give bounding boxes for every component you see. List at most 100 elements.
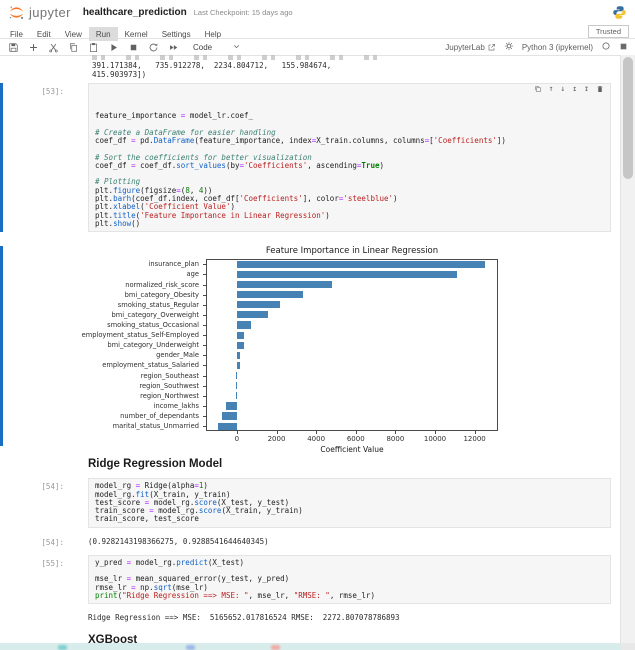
restart-run-all-button[interactable] — [167, 41, 180, 54]
code-line — [95, 170, 604, 178]
y-axis-label: number_of_dependants — [120, 412, 199, 421]
x-tick-mark — [474, 431, 476, 435]
interrupt-kernel-button[interactable] — [127, 41, 140, 54]
trusted-button[interactable]: Trusted — [587, 24, 629, 38]
output-text: (0.9282143198366275, 0.9288541644640345) — [88, 536, 269, 546]
code-line: plt.title('Feature Importance in Linear … — [95, 210, 330, 220]
chart-figure: Feature Importance in Linear Regression i… — [58, 246, 510, 454]
menu-item-settings[interactable]: Settings — [161, 30, 191, 39]
menu-item-view[interactable]: View — [64, 30, 82, 39]
taskbar-app-icon[interactable] — [58, 645, 67, 650]
insert-cell-below-button[interactable]: ↧ — [584, 84, 589, 94]
bar-employment_status_Salaried — [236, 361, 240, 370]
y-tick-mark — [203, 335, 206, 337]
x-tick-label: 8000 — [386, 435, 405, 444]
bar-bmi_category_Overweight — [236, 311, 268, 319]
gear-icon[interactable] — [504, 41, 514, 53]
x-tick-mark — [276, 431, 278, 435]
copy-cells-button[interactable] — [67, 41, 80, 54]
y-tick-mark — [203, 284, 206, 286]
cut-cells-button[interactable] — [47, 41, 60, 54]
move-cell-down-button[interactable]: ↓ — [560, 84, 566, 94]
bar-insurance_plan — [236, 260, 485, 268]
y-axis-label: smoking_status_Occasional — [107, 320, 199, 329]
y-axis-label: region_Northwest — [140, 391, 199, 400]
code-line: plt.xlabel('Coefficient Value') — [95, 202, 235, 212]
code-line: print("Ridge Regression ==> MSE: ", mse_… — [95, 590, 375, 600]
menu-item-help[interactable]: Help — [204, 30, 222, 39]
cell-55-output: Ridge Regression ==> MSE: 5165652.017816… — [0, 610, 611, 622]
code-editor[interactable]: ↑ ↓ ↥ ↧ feature_importance = model_lr.co… — [88, 83, 611, 233]
cell-type-dropdown[interactable]: Code — [193, 42, 213, 52]
execution-count: [53]: — [41, 87, 64, 97]
x-tick-label: 6000 — [346, 435, 365, 444]
x-tick-label: 2000 — [267, 435, 286, 444]
run-cell-button[interactable] — [107, 41, 120, 54]
python-logo-icon — [612, 5, 627, 20]
menu-item-file[interactable]: File — [10, 30, 23, 39]
taskbar-app-icon[interactable] — [186, 645, 195, 650]
y-tick-mark — [203, 365, 206, 367]
y-tick-mark — [203, 304, 206, 306]
code-cell-53: [53]: ↑ ↓ ↥ ↧ feature_importance = model… — [0, 83, 611, 233]
code-line: feature_importance = model_lr.coef_ — [95, 111, 254, 121]
x-tick-mark — [435, 431, 436, 435]
checkpoint-text: Last Checkpoint: 15 days ago — [193, 7, 293, 17]
bar-bmi_category_Obesity — [236, 291, 304, 299]
code-editor[interactable]: y_pred = model_rg.predict(X_test) mse_lr… — [88, 554, 611, 605]
y-tick-mark — [203, 385, 206, 387]
code-line: plt.figure(figsize=(8, 4)) — [95, 185, 213, 195]
x-tick-mark — [316, 431, 318, 435]
execution-count: [55]: — [41, 558, 64, 568]
section-heading-ridge: Ridge Regression Model — [88, 458, 223, 471]
scrollbar-thumb[interactable] — [623, 57, 633, 179]
bar-income_lakhs — [226, 402, 237, 410]
move-cell-up-button[interactable]: ↑ — [548, 84, 554, 94]
y-tick-mark — [203, 405, 206, 407]
code-line: plt.show() — [95, 218, 141, 228]
scrollbar-track[interactable] — [620, 55, 635, 643]
chevron-down-icon[interactable] — [232, 38, 241, 56]
code-line: plt.barh(coef_df.index, coef_df['Coeffic… — [95, 194, 398, 204]
code-line: model_rg = Ridge(alpha=1) — [95, 481, 208, 491]
x-axis-title: Coefficient Value — [320, 445, 384, 455]
output-execution-count: [54]: — [41, 537, 64, 547]
insert-cell-above-button[interactable]: ↥ — [572, 84, 578, 94]
menu-item-kernel[interactable]: Kernel — [124, 30, 148, 39]
cell-53-output: Feature Importance in Linear Regression i… — [0, 246, 611, 454]
code-editor[interactable]: model_rg = Ridge(alpha=1) model_rg.fit(X_… — [88, 478, 611, 528]
menu-items: File Edit View Run Kernel Settings Help — [3, 24, 228, 41]
jupyterlab-link[interactable]: JupyterLab — [445, 43, 496, 52]
execution-count: [54]: — [41, 482, 64, 492]
y-tick-mark — [203, 345, 206, 347]
menu-item-edit[interactable]: Edit — [36, 30, 51, 39]
save-button[interactable] — [7, 41, 20, 54]
paste-cells-button[interactable] — [87, 41, 100, 54]
restart-kernel-button[interactable] — [147, 41, 160, 54]
cell-toolbar: ↑ ↓ ↥ ↧ — [527, 85, 604, 93]
duplicate-cell-button[interactable] — [534, 85, 542, 93]
notebook-title[interactable]: healthcare_prediction — [82, 6, 187, 18]
taskbar-app-icon[interactable] — [271, 645, 280, 650]
code-line: train_score = model_rg.score(X_train, y_… — [95, 506, 303, 516]
y-axis-label: gender_Male — [156, 351, 199, 360]
clipped-output-line — [92, 55, 392, 60]
y-tick-mark — [203, 264, 206, 266]
delete-cell-button[interactable] — [596, 85, 604, 93]
menu-item-run[interactable]: Run — [88, 27, 118, 41]
y-axis-label: bmi_category_Overweight — [111, 310, 200, 319]
x-tick-label: 4000 — [307, 435, 326, 444]
windows-taskbar[interactable] — [0, 643, 621, 650]
bar-normalized_risk_score — [236, 280, 332, 289]
insert-cell-button[interactable] — [27, 41, 40, 54]
jupyter-logo-icon[interactable] — [8, 4, 25, 21]
y-axis-label: employment_status_Self-Employed — [81, 331, 199, 340]
code-line: y_pred = model_rg.predict(X_test) — [95, 557, 245, 567]
kernel-name-label[interactable]: Python 3 (ipykernel) — [521, 42, 593, 52]
y-axis-label: income_lakhs — [153, 401, 199, 410]
notebook-header: jupyter healthcare_prediction Last Check… — [0, 0, 635, 24]
bar-region_Northwest — [235, 392, 237, 400]
code-line: test_score = model_rg.score(X_test, y_te… — [95, 497, 290, 507]
kernel-busy-indicator-icon — [619, 42, 628, 53]
code-cell-54: [54]: model_rg = Ridge(alpha=1) model_rg.… — [0, 478, 611, 528]
